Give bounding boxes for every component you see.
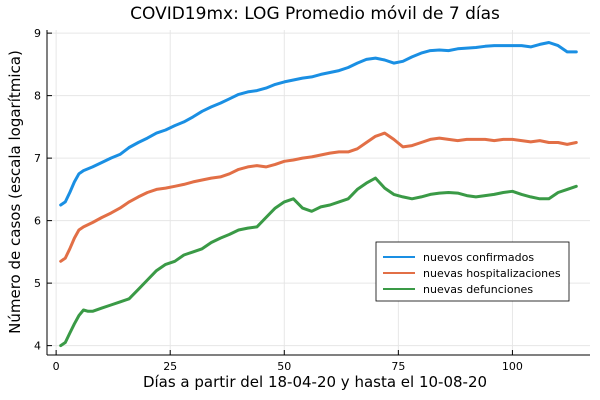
x-tick-label: 25 <box>163 360 177 373</box>
legend-label-hospitalizaciones: nuevas hospitalizaciones <box>423 267 561 280</box>
x-tick-label: 100 <box>502 360 523 373</box>
series-line-0 <box>59 41 578 207</box>
chart-title: COVID19mx: LOG Promedio móvil de 7 días <box>130 4 500 24</box>
ticks: 4 5 6 7 8 9 0 25 50 75 100 <box>34 27 523 373</box>
legend-box <box>375 241 570 302</box>
legend: nuevos confirmados nuevas hospitalizacio… <box>375 241 570 302</box>
legend-label-confirmados: nuevos confirmados <box>423 251 534 264</box>
series-line-1 <box>59 131 578 263</box>
x-tick-label: 0 <box>53 360 60 373</box>
y-tick-label: 8 <box>34 90 41 103</box>
series-line-2 <box>59 176 578 348</box>
y-tick-label: 6 <box>34 215 41 228</box>
y-tick-label: 4 <box>34 340 41 353</box>
legend-label-defunciones: nuevas defunciones <box>423 283 533 296</box>
series-group <box>59 41 578 348</box>
y-tick-label: 7 <box>34 152 41 165</box>
y-tick-label: 5 <box>34 277 41 290</box>
x-axis-label: Días a partir del 18-04-20 y hasta el 10… <box>143 373 487 391</box>
x-tick-label: 50 <box>277 360 291 373</box>
axes <box>46 30 590 356</box>
y-tick-label: 9 <box>34 27 41 40</box>
x-tick-label: 75 <box>391 360 405 373</box>
y-axis-label: Número de casos (escala logarítmica) <box>6 50 24 334</box>
